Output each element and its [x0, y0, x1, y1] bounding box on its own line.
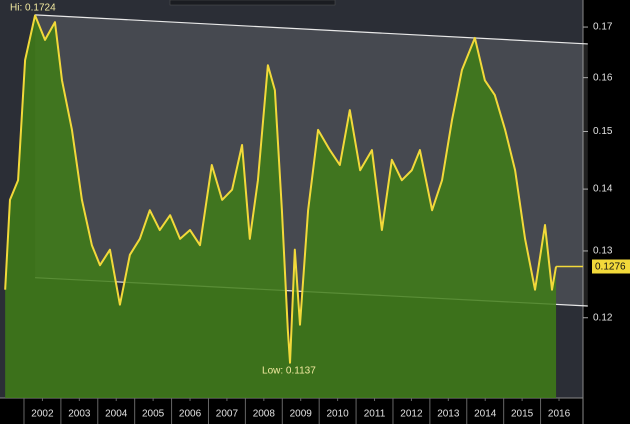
- x-tick-label: 2004: [105, 409, 128, 420]
- y-tick-label: 0.14: [593, 184, 613, 195]
- trendline: [35, 14, 588, 45]
- x-tick-label: 2002: [31, 409, 54, 420]
- x-tick-label: 2009: [290, 409, 313, 420]
- x-tick-label: 2012: [400, 409, 423, 420]
- y-tick-label: 0.12: [593, 312, 613, 323]
- x-tick-label: 2003: [68, 409, 91, 420]
- y-tick-label: 0.13: [593, 246, 613, 257]
- line: [4, 14, 558, 364]
- y-tick-label: 0.16: [593, 72, 613, 83]
- x-tick-label: 2013: [437, 409, 460, 420]
- low-label: Low: 0.1137: [262, 365, 316, 376]
- area-fill: [5, 15, 557, 399]
- high-label: Hi: 0.1724: [10, 3, 56, 14]
- toolbar-tab: [169, 0, 336, 6]
- x-tick-label: 2005: [142, 409, 165, 420]
- x-tick-label: 2008: [253, 409, 276, 420]
- last-value-label: 0.1276: [595, 262, 626, 273]
- y-tick-label: 0.15: [593, 126, 613, 137]
- x-tick-label: 2015: [511, 409, 534, 420]
- x-tick-label: 2014: [474, 409, 497, 420]
- x-tick-label: 2007: [216, 409, 239, 420]
- last-value-box: [592, 259, 630, 274]
- x-tick-label: 2010: [326, 409, 349, 420]
- x-tick-label: 2006: [179, 409, 202, 420]
- y-tick-label: 0.17: [593, 22, 613, 33]
- x-tick-label: 2011: [364, 409, 386, 420]
- x-tick-label: 2016: [548, 409, 571, 420]
